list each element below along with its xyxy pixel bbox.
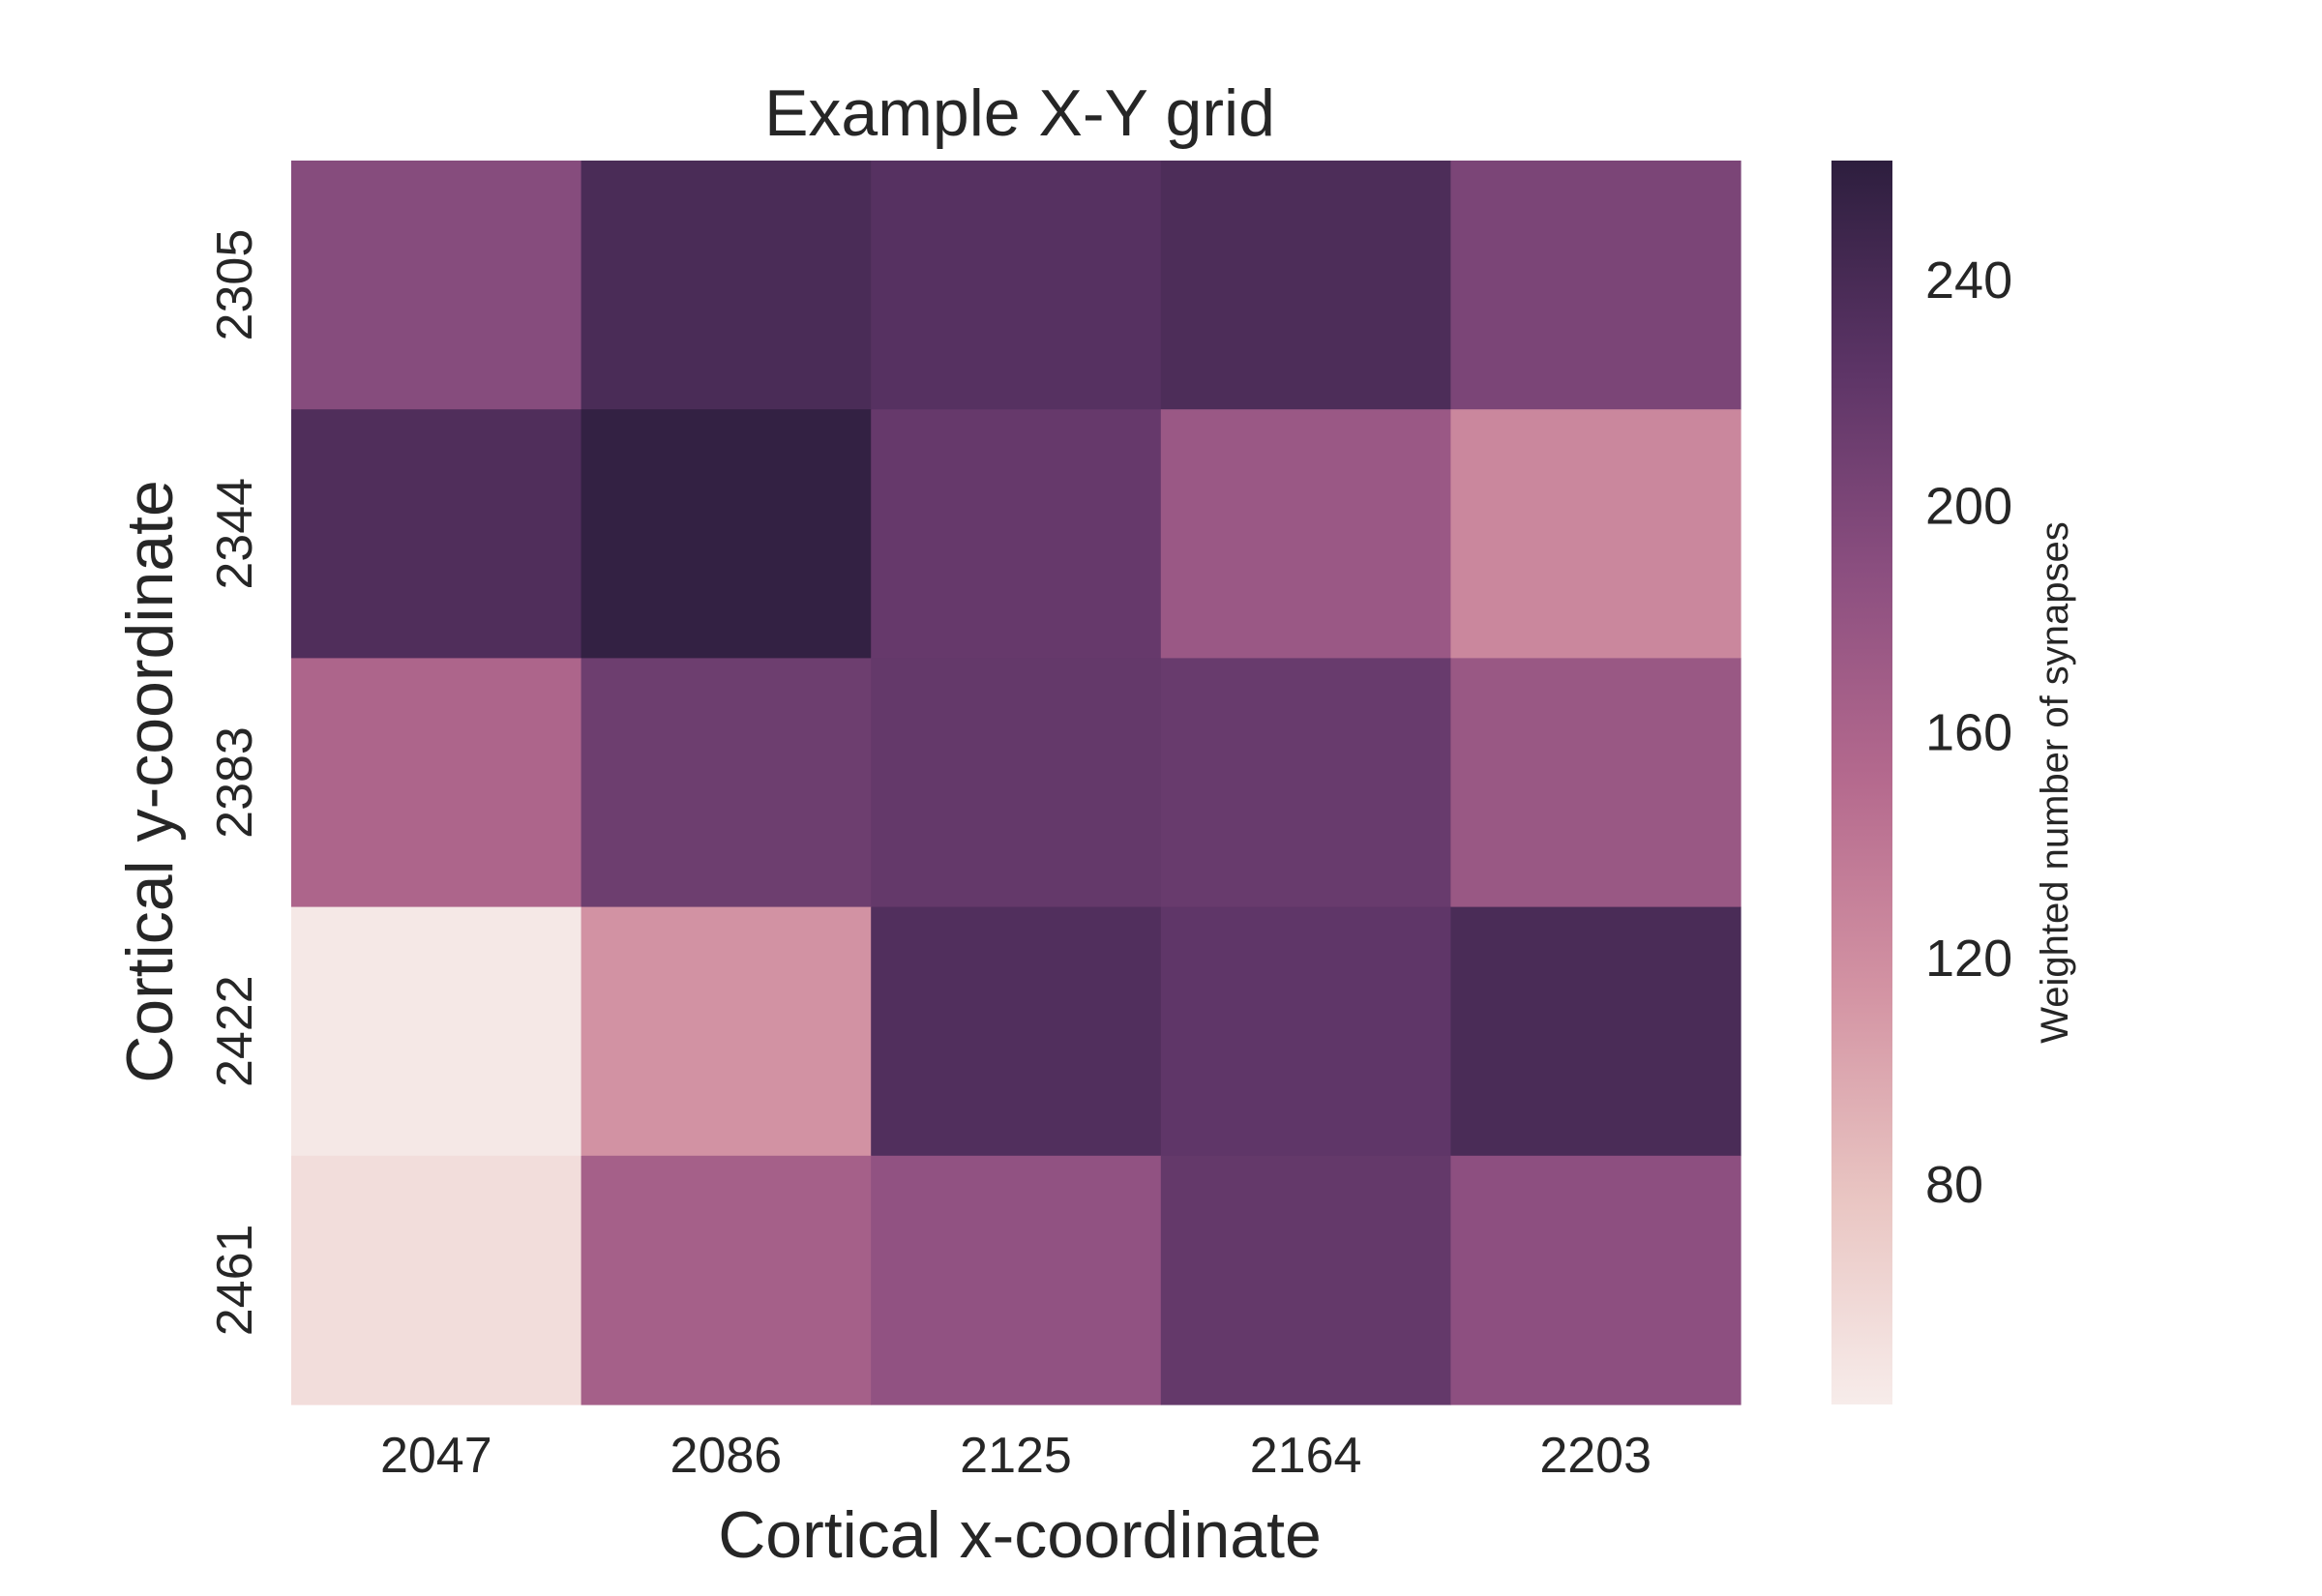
chart-title: Example X-Y grid (764, 76, 1275, 150)
heatmap-cell (1160, 1155, 1451, 1405)
colorbar-tick-label: 200 (1925, 478, 2012, 536)
colorbar-tick-label: 120 (1925, 930, 2012, 988)
heatmap-cell (291, 658, 582, 908)
heatmap-cell (291, 409, 582, 659)
colorbar (1831, 161, 1892, 1404)
heatmap-cell (291, 906, 582, 1157)
heatmap-cell (1160, 161, 1451, 410)
heatmap-cell (291, 1155, 582, 1405)
heatmap-cell (1450, 658, 1742, 908)
x-tick-label: 2203 (1539, 1428, 1652, 1484)
heatmap-cell (580, 658, 872, 908)
heatmap-cell (1450, 161, 1742, 410)
heatmap-cell (1450, 1155, 1742, 1405)
x-tick-label: 2125 (960, 1428, 1072, 1484)
x-tick-label: 2047 (380, 1428, 492, 1484)
x-axis-label: Cortical x-coordinate (718, 1498, 1322, 1572)
y-tick-label: 2305 (207, 229, 263, 341)
heatmap-cell (580, 906, 872, 1157)
colorbar-label: Weighted number of synapses (2034, 521, 2076, 1044)
heatmap-cell (580, 161, 872, 410)
y-tick-label: 2422 (207, 975, 263, 1087)
heatmap-cell (871, 658, 1162, 908)
y-tick-labels: 2305 2344 2383 2422 2461 (207, 229, 263, 1336)
x-tick-labels: 2047 2086 2125 2164 2203 (380, 1428, 1652, 1484)
heatmap-cell (291, 161, 582, 410)
heatmap-cell (1160, 409, 1451, 659)
heatmap-cell (1450, 409, 1742, 659)
heatmap-cell (1450, 906, 1742, 1157)
heatmap-cell (871, 1155, 1162, 1405)
heatmap-cell (580, 409, 872, 659)
heatmap-cell (1160, 906, 1451, 1157)
heatmap-cell (871, 161, 1162, 410)
heatmap-cell (871, 409, 1162, 659)
heatmap-cell (871, 906, 1162, 1157)
heatmap-cell (1160, 658, 1451, 908)
heatmap-cells (291, 161, 1742, 1405)
x-tick-label: 2086 (670, 1428, 783, 1484)
y-tick-label: 2461 (207, 1225, 263, 1337)
colorbar-tick-label: 80 (1925, 1156, 1983, 1214)
x-tick-label: 2164 (1250, 1428, 1362, 1484)
colorbar-tick-label: 160 (1925, 703, 2012, 761)
colorbar-tick-labels: 80 120 160 200 240 (1925, 251, 2012, 1214)
y-axis-label: Cortical y-coordinate (113, 480, 187, 1083)
colorbar-tick-label: 240 (1925, 251, 2012, 310)
y-tick-label: 2344 (207, 478, 263, 590)
heatmap-cell (580, 1155, 872, 1405)
y-tick-label: 2383 (207, 726, 263, 839)
